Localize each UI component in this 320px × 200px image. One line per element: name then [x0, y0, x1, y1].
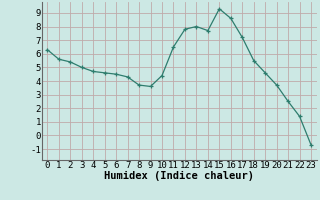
X-axis label: Humidex (Indice chaleur): Humidex (Indice chaleur): [104, 171, 254, 181]
